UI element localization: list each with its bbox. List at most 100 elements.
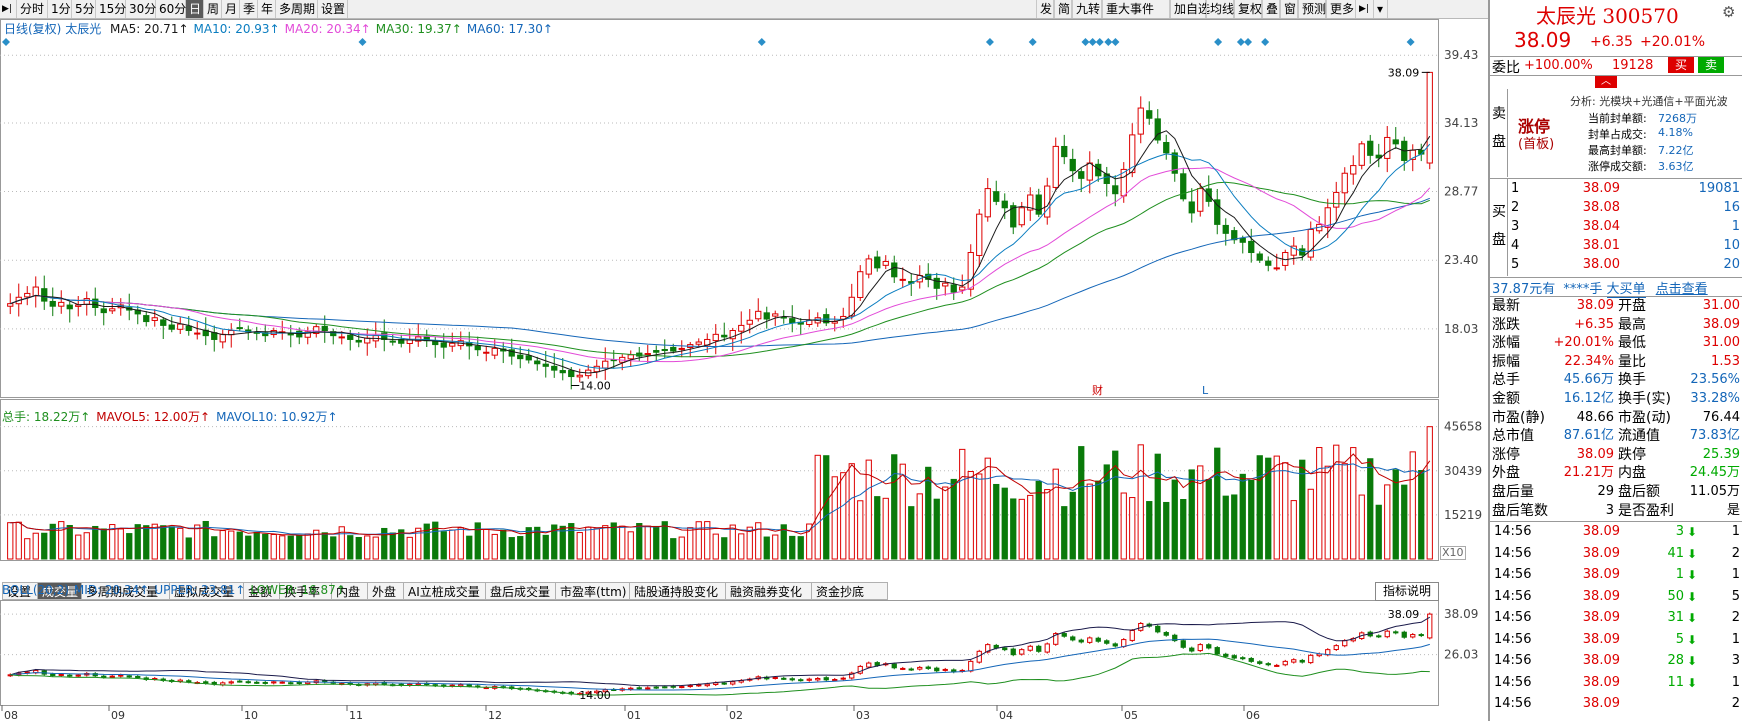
- down-arrow-icon: ⬇: [1687, 546, 1698, 561]
- kline-chart-svg[interactable]: 39.43 34.13 28.77 23.40 18.03 45658 30439 15219…: [0, 19, 1488, 721]
- stat-key-r-7: 流通值: [1618, 428, 1660, 445]
- volume-bar-7: [66, 524, 73, 560]
- candle-body-0: [7, 303, 14, 307]
- period-tab-7[interactable]: 周: [204, 0, 222, 18]
- vol-legend-0: 总手: 18.22万↑: [2, 410, 91, 424]
- stock-code: 300570: [1602, 4, 1679, 28]
- period-tab-10[interactable]: 年: [258, 0, 276, 18]
- boll-candle-108: [925, 666, 931, 669]
- period-tab-8[interactable]: 月: [222, 0, 240, 18]
- volume-bar-64: [551, 524, 558, 560]
- nav-arrow-icon[interactable]: ▶|: [0, 0, 17, 18]
- kline-legend-stock: 太辰光: [65, 22, 102, 36]
- indicator-tab-0[interactable]: 设置: [2, 582, 38, 600]
- indicator-tab-7[interactable]: 外盘: [368, 582, 404, 600]
- indicator-tab-1[interactable]: 成交量: [38, 582, 82, 600]
- volume-bar-60: [517, 536, 524, 560]
- boll-candle-126: [1078, 639, 1084, 643]
- stat-key-l-3: 振幅: [1492, 353, 1520, 370]
- indicator-tab-2[interactable]: 多周期成交量: [82, 582, 170, 600]
- volume-bar-68: [585, 526, 592, 560]
- boll-legend-3: LOWER: 16.87↑: [250, 583, 346, 597]
- gear-icon[interactable]: ⚙: [1722, 3, 1736, 21]
- tool-button-7[interactable]: 叠: [1262, 0, 1280, 18]
- chevron-up-icon[interactable]: ︿: [1595, 76, 1617, 88]
- boll-candle-140: [1197, 644, 1203, 652]
- indicator-tab-4[interactable]: 金额: [244, 582, 280, 600]
- chevron-down-icon[interactable]: ▾: [1374, 0, 1388, 18]
- period-tab-4[interactable]: 30分: [126, 0, 156, 18]
- indicator-tab-8[interactable]: AI立桩成交量: [404, 582, 486, 600]
- volume-bar-93: [797, 536, 804, 560]
- period-tab-5[interactable]: 60分: [156, 0, 186, 18]
- volume-bar-18: [160, 525, 167, 560]
- volume-legend: 总手: 18.22万↑ MAVOL5: 12.00万↑ MAVOL10: 10.92…: [2, 408, 344, 425]
- period-tab-6[interactable]: 日: [186, 0, 204, 18]
- period-tab-0[interactable]: 分时: [17, 0, 48, 18]
- indicator-tab-12[interactable]: 融资融券变化: [726, 582, 812, 600]
- indicator-help-button[interactable]: 指标说明: [1375, 582, 1439, 601]
- buy-button[interactable]: 买: [1668, 57, 1694, 73]
- indicator-tab-9[interactable]: 盘后成交量: [486, 582, 556, 600]
- boll-candle-165: [1410, 634, 1416, 638]
- volume-bar-70: [602, 525, 609, 560]
- candle-body-38: [330, 331, 337, 337]
- stock-title: 太辰光 300570: [1536, 0, 1679, 29]
- volume-bar-26: [228, 530, 235, 560]
- stat-val-r-11: 是: [1726, 502, 1740, 518]
- boll-candle-162: [1384, 630, 1390, 638]
- stat-val-l-11: 3: [1605, 502, 1614, 518]
- boll-candle-119: [1019, 649, 1025, 655]
- boll-candle-116: [993, 644, 999, 649]
- boll-candle-5: [50, 673, 56, 676]
- concept-analysis[interactable]: 分析: 光模块+光通信+平面光波: [1570, 95, 1728, 108]
- indicator-tab-6[interactable]: 内盘: [332, 582, 368, 600]
- indicator-tab-11[interactable]: 陆股通持股变化: [630, 582, 726, 600]
- tool-button-0[interactable]: 发: [1036, 0, 1054, 18]
- volume-bar-45: [389, 532, 396, 560]
- sell-button[interactable]: 卖: [1698, 57, 1724, 73]
- boll-candle-157: [1342, 640, 1348, 647]
- stat-key-l-2: 涨幅: [1492, 335, 1520, 352]
- indicator-tab-10[interactable]: 市盈率(ttm): [556, 582, 630, 600]
- tool-button-9[interactable]: 预测: [1298, 0, 1326, 18]
- tool-button-10[interactable]: 更多: [1326, 0, 1356, 18]
- candle-body-60: [517, 354, 524, 360]
- stat-val-l-0: 38.09: [1576, 298, 1614, 313]
- candle-body-3: [32, 286, 39, 297]
- period-tab-1[interactable]: 1分: [48, 0, 72, 18]
- candle-body-155: [1324, 207, 1331, 228]
- down-arrow-icon: ⬇: [1687, 525, 1698, 539]
- boll-lower-line: [10, 652, 1430, 696]
- stat-val-r-8: 25.39: [1702, 446, 1740, 462]
- candle-body-52: [449, 342, 456, 347]
- period-tab-3[interactable]: 15分: [96, 0, 126, 18]
- tool-button-3[interactable]: 重大事件: [1102, 0, 1170, 18]
- tool-button-2[interactable]: 九转: [1072, 0, 1102, 18]
- tool-button-1[interactable]: 简: [1054, 0, 1072, 18]
- stat-key-r-9: 内盘: [1618, 465, 1646, 482]
- tool-button-4[interactable]: 加自选: [1170, 0, 1210, 18]
- boll-candle-99: [849, 672, 855, 679]
- tool-button-5[interactable]: 均线: [1206, 0, 1234, 18]
- period-tab-12[interactable]: 设置: [318, 0, 348, 18]
- stat-key-r-4: 换手: [1618, 372, 1646, 389]
- volume-bar-94: [806, 523, 813, 560]
- candle-body-146: [1248, 240, 1255, 254]
- boll-candle-74: [636, 687, 642, 690]
- big-order-link[interactable]: 点击查看: [1655, 282, 1708, 297]
- tool-button-6[interactable]: 复权: [1234, 0, 1262, 18]
- stat-key-r-11: 是否盈利: [1618, 502, 1674, 519]
- boll-candle-123: [1053, 633, 1059, 645]
- period-tab-9[interactable]: 季: [240, 0, 258, 18]
- candle-body-101: [865, 258, 872, 275]
- indicator-tab-3[interactable]: 虚拟成交量: [170, 582, 244, 600]
- period-tab-2[interactable]: 5分: [72, 0, 96, 18]
- volume-bar-17: [151, 523, 158, 560]
- indicator-tab-13[interactable]: 资金抄底: [812, 582, 888, 600]
- period-tab-11[interactable]: 多周期: [276, 0, 318, 18]
- nav-end-icon[interactable]: ▶|: [1356, 0, 1374, 18]
- tool-button-8[interactable]: 窗: [1280, 0, 1298, 18]
- limit-info-key-1: 封单占成交:: [1588, 128, 1647, 141]
- indicator-tab-5[interactable]: 换手率: [280, 582, 332, 600]
